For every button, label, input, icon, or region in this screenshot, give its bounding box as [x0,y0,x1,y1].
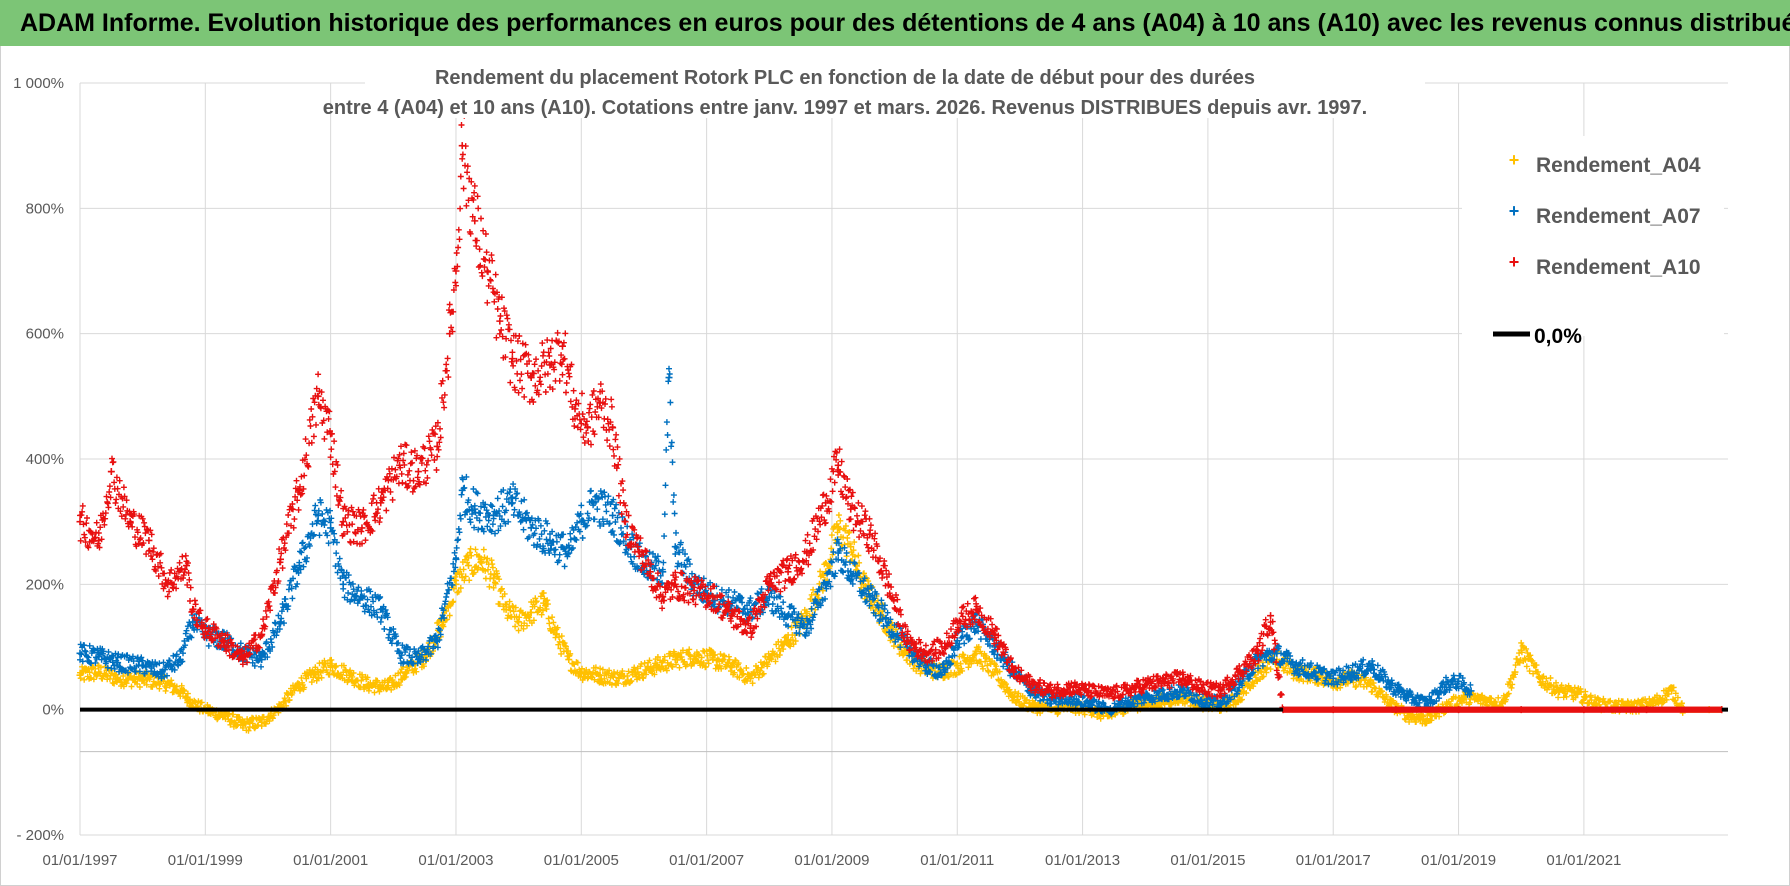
series-rendement_a04 [76,512,1726,734]
x-tick-label: 01/01/2011 [920,852,994,869]
x-tick-label: 01/01/2013 [1045,852,1120,869]
chart-subtitle: entre 4 (A04) et 10 ans (A10). Cotations… [323,97,1368,119]
series-layer [76,112,1726,734]
x-tick-label: 01/01/2015 [1170,852,1245,869]
x-tick-label: 01/01/2001 [293,852,368,869]
legend-label-a10: Rendement_A10 [1536,256,1701,279]
x-tick-label: 01/01/2007 [669,852,744,869]
legend-marker-a10: + [1509,252,1520,272]
x-tick-label: 01/01/1999 [168,852,243,869]
x-tick-label: 01/01/1997 [42,852,117,869]
y-tick-label: 200% [26,576,64,593]
y-tick-label: 600% [26,326,64,343]
title-background [365,60,1425,118]
chart-title-group: Rendement du placement Rotork PLC en fon… [323,60,1425,119]
x-tick-label: 01/01/2003 [418,852,493,869]
data-point [834,461,842,469]
data-point [339,518,347,526]
data-point [671,543,679,551]
series-markers-rendement_a04 [77,512,1724,734]
banner-title: ADAM Informe. Evolution historique des p… [0,0,1790,46]
chart-title: Rendement du placement Rotork PLC en fon… [435,67,1255,89]
chart-svg: - 200% 0% 200% 400% 600% 800% 1 000% 01/01/199… [13,60,1728,869]
y-tick-label: 800% [26,200,64,217]
data-point [414,468,422,476]
y-tick-label: - 200% [16,827,64,844]
x-tick-label: 01/01/2017 [1296,852,1371,869]
legend-label-a07: Rendement_A07 [1536,205,1701,228]
legend-marker-a07: + [1509,201,1520,221]
data-point [76,518,84,526]
x-tick-label: 01/01/2005 [544,852,619,869]
data-point [145,536,153,544]
data-point [847,505,855,513]
x-tick-label: 01/01/2009 [794,852,869,869]
y-tick-label: 400% [26,451,64,468]
data-point [471,217,479,225]
data-point [546,361,554,369]
y-tick-labels: - 200% 0% 200% 400% 600% 800% 1 000% [13,75,64,844]
legend: + Rendement_A04 + Rendement_A07 + Rendem… [1462,136,1724,348]
data-point [558,342,566,350]
y-tick-label: 0% [42,702,64,719]
data-point [609,511,617,519]
y-tick-label: 1 000% [13,75,64,92]
data-point [1267,612,1275,620]
legend-marker-a04: + [1509,150,1520,170]
x-tick-labels: 01/01/1997 01/01/1999 01/01/2001 01/01/2003… [42,852,1621,869]
legend-label-a04: Rendement_A04 [1536,154,1701,177]
x-tick-label: 01/01/2021 [1546,852,1621,869]
legend-background [1462,136,1724,336]
data-point [76,649,84,657]
data-point [433,442,441,450]
legend-label-zero: 0,0% [1534,325,1582,348]
x-tick-label: 01/01/2019 [1421,852,1496,869]
